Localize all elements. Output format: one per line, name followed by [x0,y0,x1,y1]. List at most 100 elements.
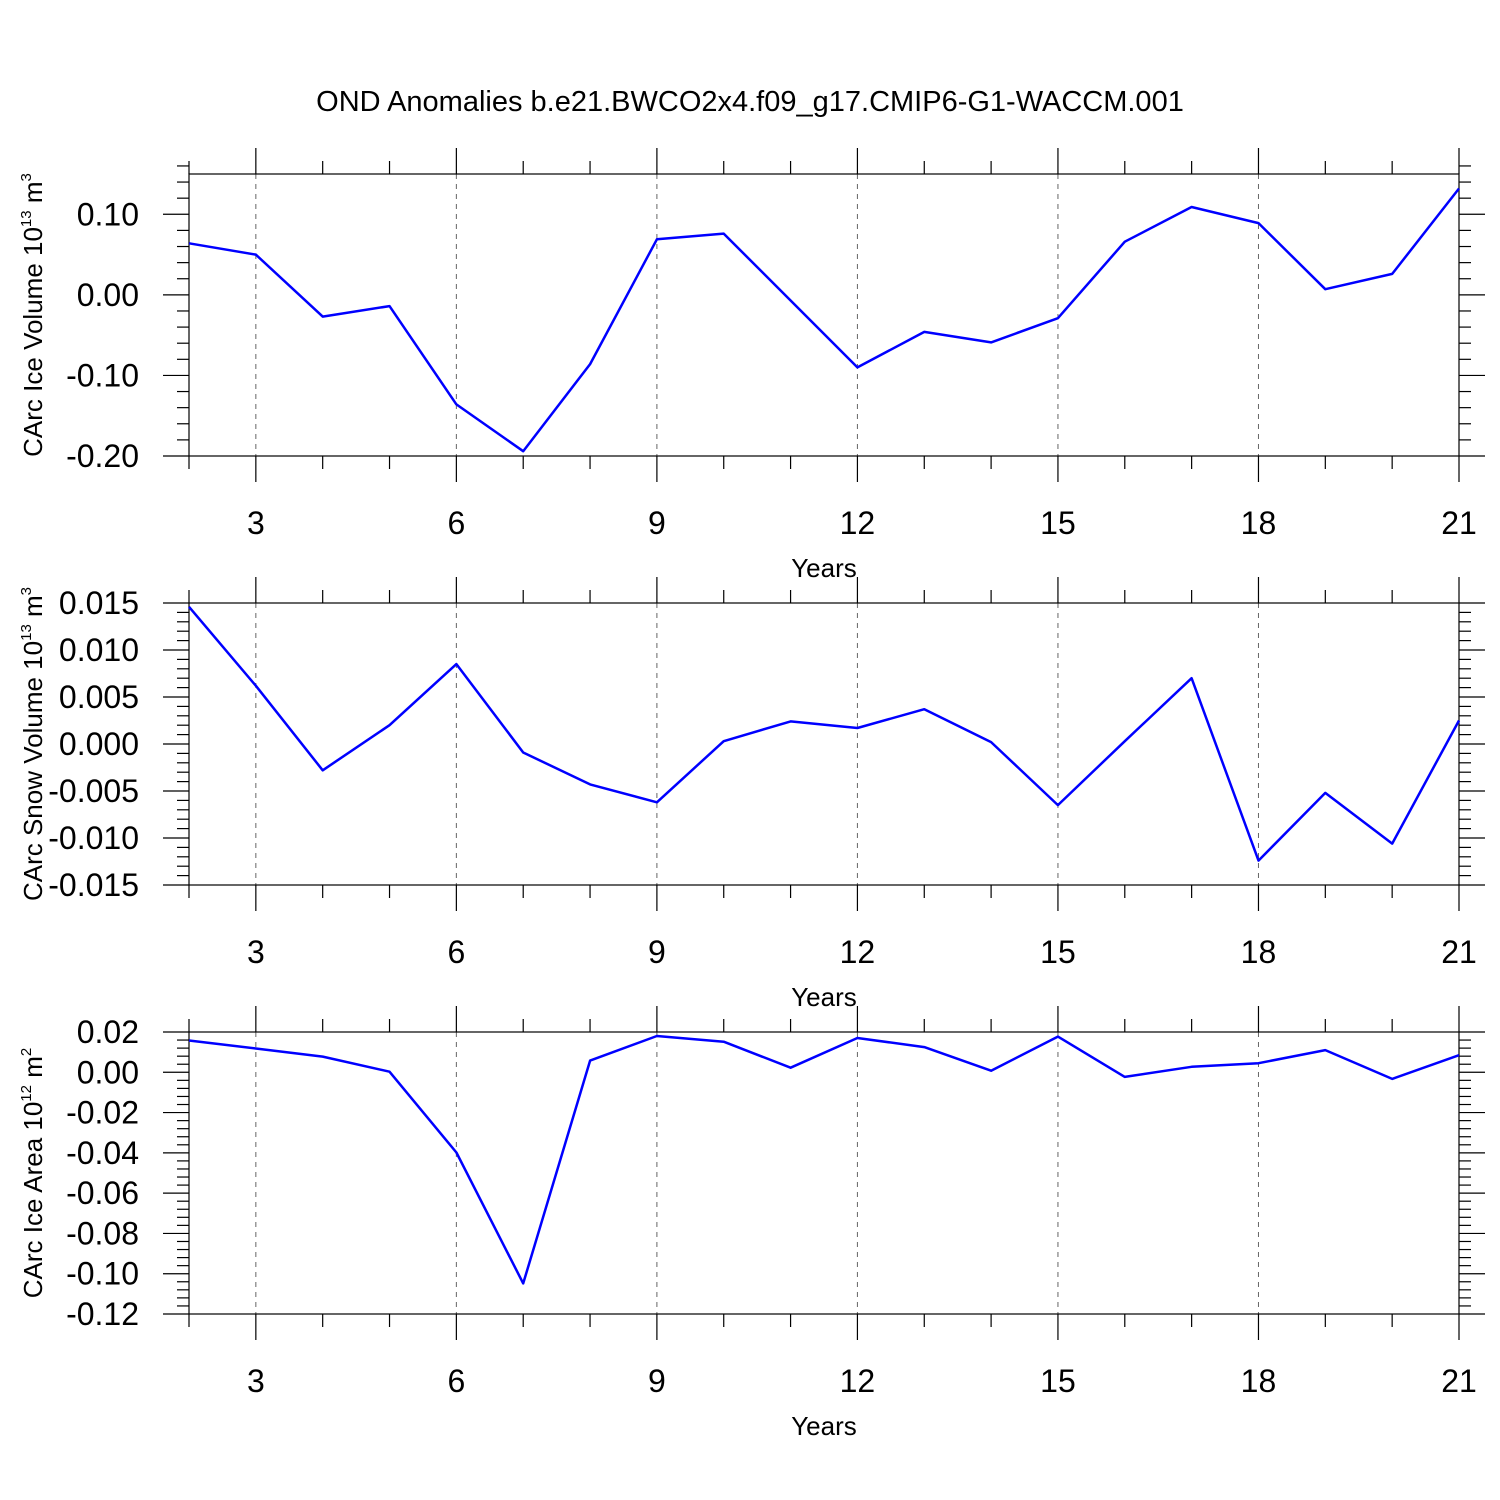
data-point [454,1150,458,1154]
panel-ice-volume: -0.20 -0.10 0.00 0.10 3 6 9 12 15 18 21 Years CArc I… [18,148,1485,583]
x-tick-label: 12 [840,505,876,541]
y-tick-label: -0.08 [66,1215,139,1251]
panel-ice-area: -0.12 -0.10 -0.08 -0.06 -0.04 -0.02 0.00 0.02 3 6… [18,1006,1485,1441]
data-point [521,750,525,754]
data-point [388,723,392,727]
x-tick-label: 3 [247,505,265,541]
x-tick-label: 12 [840,1363,876,1399]
series-line-ice-area [188,1034,1460,1285]
y-tick-label: 0.005 [59,679,139,715]
data-point [655,237,659,241]
y-tick-label: 0.010 [59,632,139,668]
panel-snow-volume: -0.015 -0.010 -0.005 0.000 0.005 0.010 0.015 3 6… [18,577,1485,1012]
data-point [1056,1035,1060,1039]
y-tick-label: -0.10 [66,357,139,393]
data-point [588,782,592,786]
data-point [855,1036,859,1040]
data-point [989,1069,993,1073]
chart-panels: -0.20 -0.10 0.00 0.10 3 6 9 12 15 18 21 Years CArc I… [18,148,1485,1441]
data-point [855,365,859,369]
y-tick-label: 0.015 [59,585,139,621]
data-point [454,662,458,666]
x-axis-label: Years [791,982,857,1012]
data-point [388,1070,392,1074]
x-tick-label: 9 [648,934,666,970]
x-tick-label: 6 [447,505,465,541]
y-tick-label: 0.00 [77,277,139,313]
data-point [789,719,793,723]
data-point [1056,316,1060,320]
data-point [922,707,926,711]
data-point [789,298,793,302]
data-point [1256,859,1260,863]
series-line-snow-volume [188,605,1461,862]
y-tick-label: 0.000 [59,726,139,762]
x-tick-label: 6 [447,1363,465,1399]
data-point [1190,1065,1194,1069]
y-tick-label: 0.00 [77,1054,139,1090]
data-point [789,1066,793,1070]
y-tick-label: -0.02 [66,1095,139,1131]
y-tick-label: -0.12 [66,1296,139,1332]
x-tick-label: 15 [1040,1363,1076,1399]
x-axis-label: Years [791,553,857,583]
x-tick-label: 9 [648,1363,666,1399]
x-tick-label: 18 [1241,1363,1277,1399]
data-point [588,362,592,366]
data-point [922,330,926,334]
data-point [321,768,325,772]
data-point [1323,1048,1327,1052]
x-tick-label: 12 [840,934,876,970]
chart-title: OND Anomalies b.e21.BWCO2x4.f09_g17.CMIP… [316,86,1184,118]
data-point [388,304,392,308]
x-tick-label: 6 [447,934,465,970]
data-point [187,605,191,609]
y-tick-label: -0.06 [66,1175,139,1211]
y-axis-label: CArc Ice Area 1012 m2 [18,1048,48,1298]
x-tick-label: 3 [247,934,265,970]
data-point [1123,739,1127,743]
x-tick-label: 21 [1441,505,1477,541]
data-point [588,1059,592,1063]
data-point [1056,803,1060,807]
data-point [254,253,258,257]
x-tick-label: 3 [247,1363,265,1399]
data-point [321,315,325,319]
data-point [187,1038,191,1042]
y-tick-label: 0.10 [77,196,139,232]
data-point [989,740,993,744]
data-point [254,1047,258,1051]
x-axis-label: Years [791,1411,857,1441]
data-point [187,241,191,245]
data-point [521,449,525,453]
data-point [722,1040,726,1044]
data-point [1323,791,1327,795]
plot-frame [188,1031,1460,1315]
data-point [1123,240,1127,244]
data-point [321,1055,325,1059]
y-tick-label: -0.20 [66,438,139,474]
data-point [1390,842,1394,846]
data-point [1256,1061,1260,1065]
plot-frame [188,602,1460,886]
data-point [855,726,859,730]
data-point [1123,1075,1127,1079]
y-axis-label: CArc Ice Volume 1013 m3 [18,173,48,457]
data-point [454,402,458,406]
series-line-ice-volume [188,187,1460,453]
data-point [722,739,726,743]
data-point [1256,221,1260,225]
data-point [922,1045,926,1049]
y-tick-label: -0.04 [66,1135,139,1171]
y-tick-label: 0.02 [77,1014,139,1050]
y-tick-label: -0.005 [48,773,139,809]
x-tick-label: 21 [1441,934,1477,970]
y-tick-label: -0.015 [48,867,139,903]
data-point [1457,1053,1461,1057]
data-point [254,684,258,688]
y-axis-label: CArc Snow Volume 1013 m3 [18,587,48,901]
x-tick-label: 9 [648,505,666,541]
x-tick-label: 21 [1441,1363,1477,1399]
x-tick-label: 18 [1241,934,1277,970]
